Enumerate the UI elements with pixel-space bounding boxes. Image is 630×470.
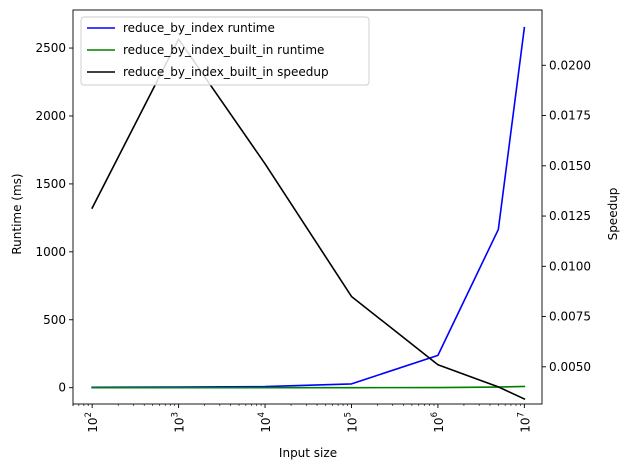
series-line-2: [91, 38, 526, 401]
x-tick-label-5: 107: [516, 412, 532, 433]
x-tick-label-text-0: 102: [84, 412, 100, 433]
legend-label-1: reduce_by_index_built_in runtime: [123, 43, 324, 57]
x-tick-label-text-1: 103: [171, 412, 187, 433]
y-axis-title: Runtime (ms): [10, 173, 24, 254]
y-tick-label-5: 2500: [35, 41, 66, 55]
y2-tick-label-2: 0.0100: [549, 259, 591, 273]
legend-label-2: reduce_by_index_built_in speedup: [123, 65, 329, 79]
legend-label-0: reduce_by_index runtime: [123, 21, 275, 35]
y2-tick-label-1: 0.0075: [549, 310, 591, 324]
y2-axis-title: Speedup: [606, 188, 620, 241]
x-tick-label-text-5: 107: [516, 412, 532, 433]
y-tick-label-3: 1500: [35, 177, 66, 191]
x-axis-title: Input size: [279, 446, 337, 460]
y2-tick-label-6: 0.0200: [549, 58, 591, 72]
x-tick-label-text-3: 105: [343, 412, 359, 433]
legend: reduce_by_index runtime reduce_by_index_b…: [80, 16, 370, 86]
y2-tick-label-0: 0.0050: [549, 360, 591, 374]
x-tick-label-1: 103: [171, 412, 187, 433]
x-tick-label-3: 105: [343, 412, 359, 433]
y2-tick-label-5: 0.0175: [549, 109, 591, 123]
y-tick-label-2: 1000: [35, 245, 66, 259]
y-tick-label-0: 0: [58, 381, 66, 395]
legend-box: [80, 16, 370, 86]
y-tick-label-1: 500: [43, 313, 66, 327]
y2-tick-label-4: 0.0150: [549, 159, 591, 173]
y-tick-label-4: 2000: [35, 109, 66, 123]
x-tick-label-text-2: 104: [257, 412, 273, 433]
y2-tick-label-3: 0.0125: [549, 209, 591, 223]
x-tick-label-text-4: 106: [430, 412, 446, 433]
x-tick-label-2: 104: [257, 412, 273, 433]
x-tick-label-0: 102: [84, 412, 100, 433]
x-tick-label-4: 106: [430, 412, 446, 433]
plot-frame: [72, 9, 543, 405]
